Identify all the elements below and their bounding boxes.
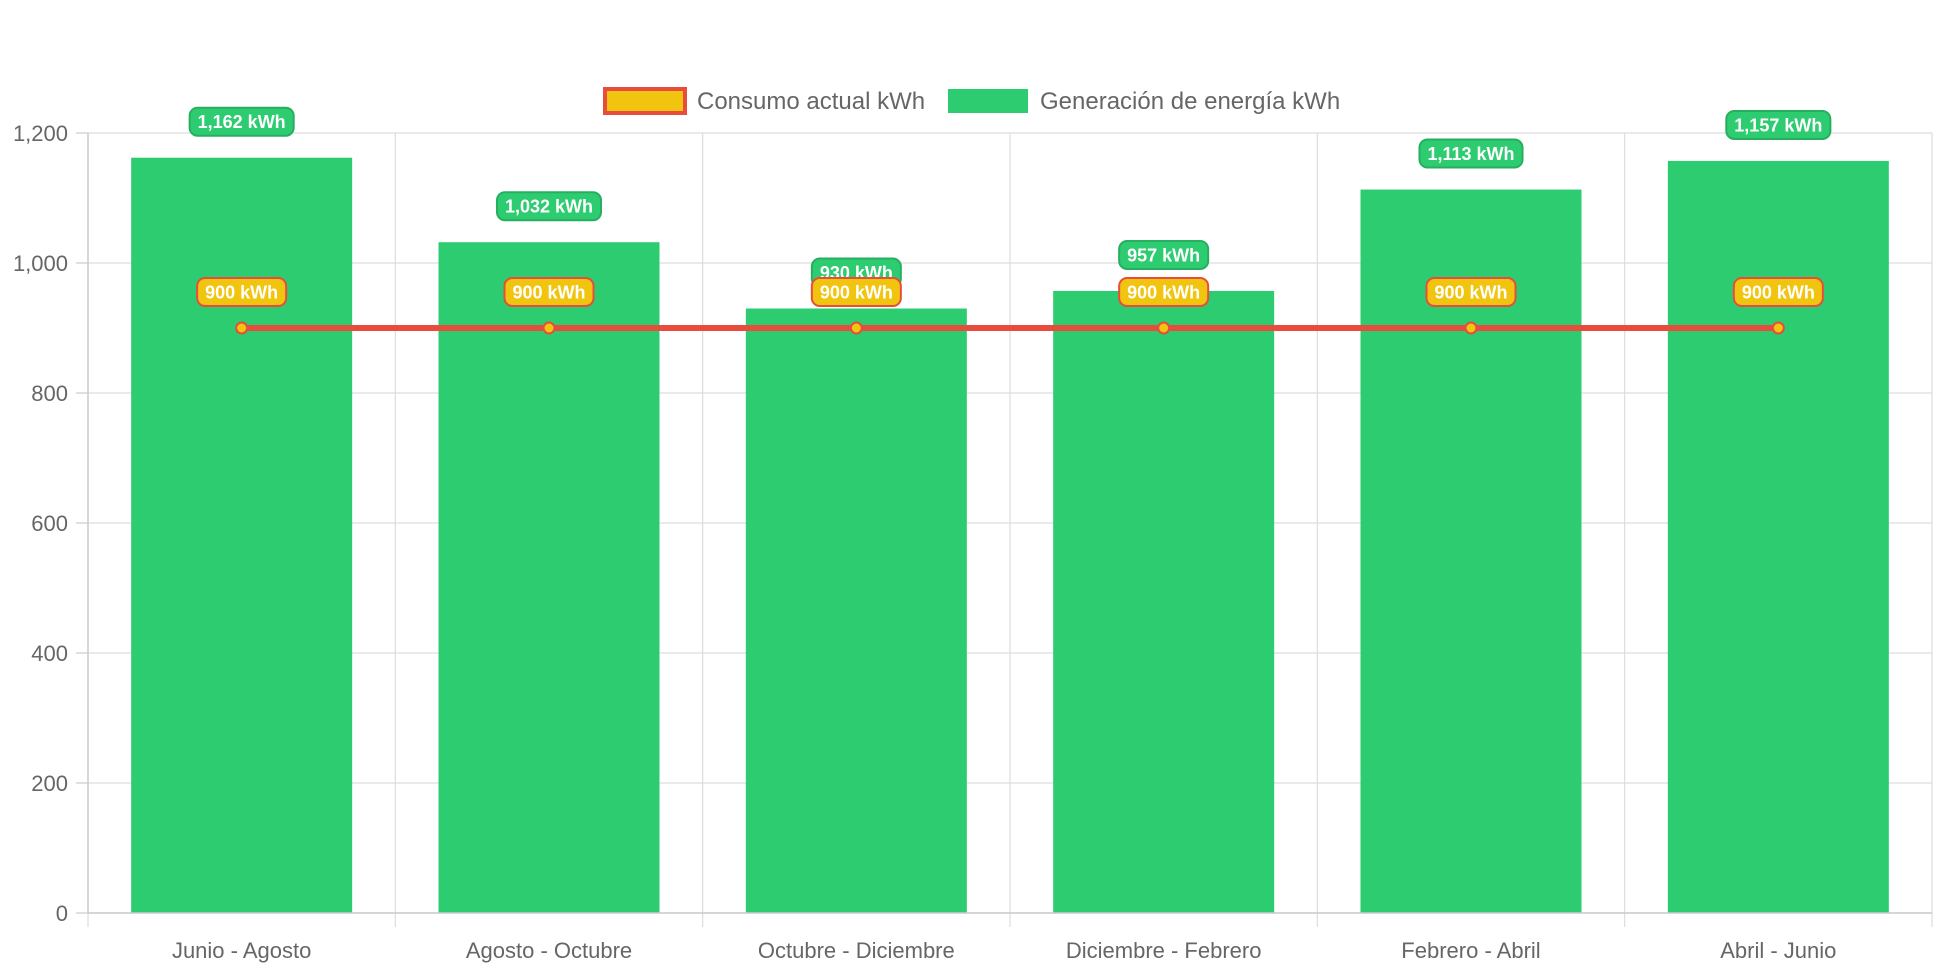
- axes: 0 200 400 600 800 1,000 1,200 Junio - Agosto Ago…: [13, 121, 1932, 963]
- legend[interactable]: Consumo actual kWh Generación de energía …: [603, 87, 1340, 115]
- line-value-label: 900 kWh: [503, 277, 595, 307]
- x-tick-label: Abril - Junio: [1720, 938, 1836, 963]
- line-value-label-background: [1118, 277, 1210, 307]
- legend-item-generacion[interactable]: Generación de energía kWh: [948, 88, 1340, 115]
- x-tick-label: Octubre - Diciembre: [758, 938, 955, 963]
- line-point[interactable]: [1771, 321, 1785, 335]
- line-value-label: 900 kWh: [1425, 277, 1517, 307]
- line-value-label-background: [810, 277, 902, 307]
- y-tick-label: 1,200: [13, 121, 68, 146]
- bar-value-label-text: 1,157 kWh: [1734, 115, 1822, 135]
- line-point[interactable]: [849, 321, 863, 335]
- y-tick-label: 200: [31, 771, 68, 796]
- bar[interactable]: [438, 242, 660, 913]
- line-value-label: 900 kWh: [1732, 277, 1824, 307]
- y-tick-label: 600: [31, 511, 68, 536]
- bar[interactable]: [1360, 189, 1582, 914]
- line-value-label-background: [1425, 277, 1517, 307]
- bar-value-label: 1,157 kWh: [1725, 109, 1832, 140]
- bar-value-label: 1,032 kWh: [495, 191, 603, 222]
- x-tick-label: Agosto - Octubre: [466, 938, 632, 963]
- legend-swatch-generacion: [948, 89, 1028, 113]
- bar-value-label-background: [1118, 239, 1210, 270]
- bar-value-label-text: 957 kWh: [1127, 245, 1200, 265]
- legend-item-consumo[interactable]: Consumo actual kWh: [603, 87, 925, 115]
- line-value-label-background: [503, 277, 595, 307]
- x-tick-label: Junio - Agosto: [172, 938, 311, 963]
- line-value-label-background: [196, 277, 288, 307]
- x-tick-label: Diciembre - Febrero: [1066, 938, 1262, 963]
- line-value-label-text: 900 kWh: [1434, 283, 1507, 303]
- line-value-label: 900 kWh: [196, 277, 288, 307]
- y-tick-label: 800: [31, 381, 68, 406]
- bar[interactable]: [1053, 290, 1275, 913]
- line-series: [235, 321, 1785, 335]
- bar-value-label-background: [495, 191, 603, 222]
- legend-label-consumo: Consumo actual kWh: [697, 88, 925, 115]
- line-value-label-background: [1732, 277, 1824, 307]
- line-value-label-text: 900 kWh: [512, 283, 585, 303]
- bar[interactable]: [131, 157, 353, 913]
- line-value-label-text: 900 kWh: [1742, 283, 1815, 303]
- line-value-label-text: 900 kWh: [820, 283, 893, 303]
- legend-swatch-consumo: [603, 87, 687, 115]
- line-value-label-text: 900 kWh: [205, 283, 278, 303]
- line-point[interactable]: [1464, 321, 1478, 335]
- y-tick-label: 1,000: [13, 251, 68, 276]
- bar[interactable]: [1667, 160, 1889, 913]
- line-value-label: 900 kWh: [810, 277, 902, 307]
- bar-value-label-background: [1725, 109, 1832, 140]
- line-value-label-text: 900 kWh: [1127, 283, 1200, 303]
- line-value-label: 900 kWh: [1118, 277, 1210, 307]
- line-point[interactable]: [1157, 321, 1171, 335]
- y-tick-label: 400: [31, 641, 68, 666]
- bar-value-label-background: [1418, 138, 1524, 169]
- bar[interactable]: [745, 308, 967, 914]
- y-tick-label: 0: [56, 901, 68, 926]
- x-tick-label: Febrero - Abril: [1401, 938, 1540, 963]
- line-point[interactable]: [235, 321, 249, 335]
- bar-value-label-text: 1,113 kWh: [1427, 144, 1514, 164]
- bar-value-label: 957 kWh: [1118, 239, 1210, 270]
- grid: [87, 132, 1933, 927]
- bar-value-label: 1,113 kWh: [1418, 138, 1524, 169]
- bar-value-label-text: 1,032 kWh: [505, 197, 593, 217]
- bar-value-label-background: [188, 106, 295, 137]
- legend-label-generacion: Generación de energía kWh: [1040, 88, 1340, 115]
- line-point[interactable]: [542, 321, 556, 335]
- bar-value-label: 1,162 kWh: [188, 106, 295, 137]
- bar-value-label-text: 1,162 kWh: [198, 112, 286, 132]
